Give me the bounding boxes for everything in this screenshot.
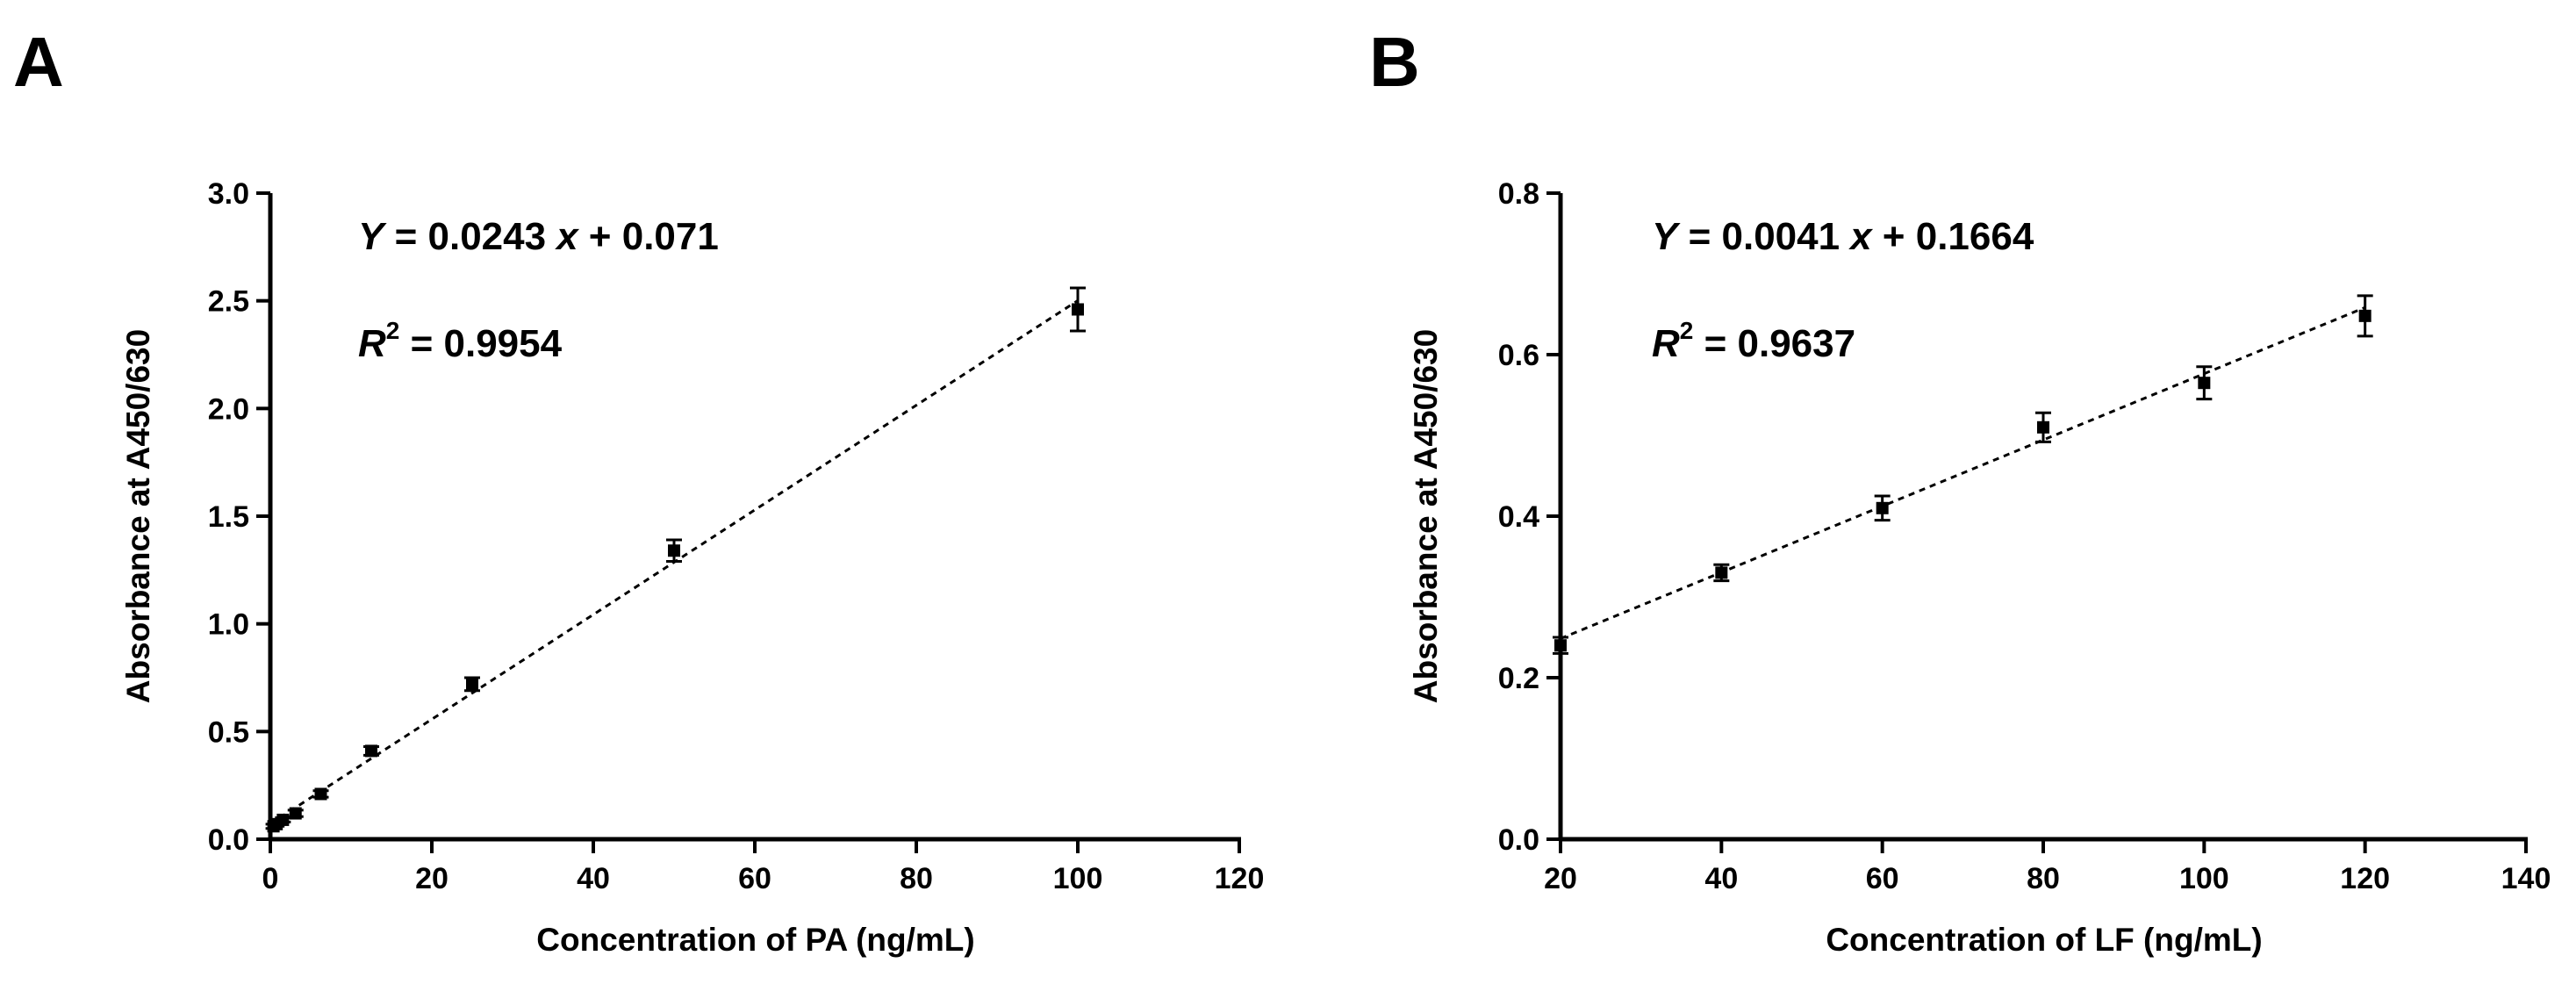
panel-a-data-point	[365, 744, 377, 758]
panel-b-x-tick-label: 20	[1544, 862, 1577, 895]
panel-a-x-tick-label: 100	[1053, 862, 1103, 895]
panel-b-y-tick-label: 0.8	[1498, 177, 1539, 211]
panel-a-r2-value: = 0.9954	[399, 322, 562, 365]
panel-a-y-tick-label: 1.0	[208, 608, 249, 642]
panel-b-r2-value: = 0.9637	[1693, 322, 1855, 365]
panel-a-eq-coef: = 0.0243	[384, 215, 546, 258]
panel-b-data-point	[2037, 420, 2049, 434]
panel-b-tick-labels: 20 40 60 80 100 120 140 0.0 0.2 0.4 0.6 0.8	[1498, 177, 2551, 895]
panel-b-y-tick-label: 0.0	[1498, 823, 1539, 857]
panel-a-x-tick-label: 40	[577, 862, 610, 895]
panel-b-r2-sup: 2	[1680, 317, 1694, 344]
panel-a-y-tick-label: 2.5	[208, 285, 249, 319]
panel-a-data-point	[466, 678, 478, 691]
panel-b-eq-tail: + 0.1664	[1872, 215, 2034, 258]
panel-a-data-point	[1072, 303, 1084, 316]
panel-b-fit	[1560, 305, 2366, 640]
panel-a-r2: R2 = 0.9954	[358, 317, 563, 365]
panel-a-y-tick-label: 1.5	[208, 500, 249, 534]
panel-a-y-tick-label: 0.0	[208, 823, 249, 857]
panel-b-data-point	[2358, 309, 2371, 322]
panel-a-y-tick-label: 3.0	[208, 177, 249, 211]
panel-a-x-tick-label: 60	[738, 862, 771, 895]
panel-a-equation: Y = 0.0243 x + 0.071	[358, 215, 719, 258]
panel-b-data-point	[1876, 501, 1889, 514]
panel-a-x-tick-label: 20	[415, 862, 448, 895]
panel-a-eq-x: x	[555, 215, 579, 258]
panel-a-y-tick-label: 0.5	[208, 715, 249, 749]
panel-b-eq-y: Y	[1652, 215, 1681, 258]
panel-b-eq-coef: = 0.0041	[1677, 215, 1840, 258]
panel-a-label: A	[13, 23, 64, 101]
panel-a-tick-labels: 0 20 40 60 80 100 120 0.0 0.5 1.0 1.5 2.0 2.5 3.0	[208, 177, 1265, 895]
panel-b-x-tick-label: 60	[1866, 862, 1899, 895]
panel-b-eq-x: x	[1848, 215, 1873, 258]
panel-b-x-tick-label: 80	[2027, 862, 2060, 895]
panel-b-r2-r: R	[1652, 322, 1680, 365]
panel-b-data-point	[1715, 566, 1728, 579]
panel-b: B 20 40 60 80 100 120 140 0.0 0.2 0.4 0.6 0.8 Conce…	[1369, 23, 2551, 958]
panel-a: A 0 20 40 60 80 100 120 0.0 0.5 1.0 1.5 2.0 2.5 3.0 C…	[13, 23, 1264, 958]
panel-a-r2-r: R	[358, 322, 386, 365]
panel-a-x-tick-label: 80	[900, 862, 933, 895]
panel-b-label: B	[1369, 23, 1420, 101]
panel-b-fit-line	[1560, 305, 2366, 640]
panel-a-ticks	[256, 191, 1241, 853]
panel-a-eq-y: Y	[358, 215, 387, 258]
panel-b-x-tick-label: 140	[2501, 862, 2551, 895]
panel-a-y-tick-label: 2.0	[208, 392, 249, 426]
panel-a-points	[265, 286, 1086, 833]
panel-a-r2-sup: 2	[386, 317, 400, 344]
panel-b-x-axis-title: Concentration of LF (ng/mL)	[1826, 922, 2262, 958]
panel-b-x-tick-label: 120	[2340, 862, 2390, 895]
panel-b-y-tick-label: 0.4	[1498, 500, 1539, 534]
panel-b-ticks	[1546, 191, 2528, 853]
panel-a-x-tick-label: 120	[1215, 862, 1265, 895]
panel-b-x-tick-label: 40	[1704, 862, 1738, 895]
panel-b-data-point	[2198, 377, 2211, 390]
panel-a-y-axis-title: Absorbance at A450/630	[120, 329, 156, 703]
panel-b-y-axis-title: Absorbance at A450/630	[1408, 329, 1444, 703]
panel-a-eq-tail: + 0.071	[578, 215, 719, 258]
panel-b-y-tick-label: 0.6	[1498, 339, 1539, 372]
panel-a-data-point	[276, 813, 290, 826]
panel-a-data-point	[289, 807, 302, 820]
panel-b-equation: Y = 0.0041 x + 0.1664	[1652, 215, 2034, 258]
panel-b-x-tick-label: 100	[2179, 862, 2229, 895]
panel-a-data-point	[668, 544, 680, 557]
panel-a-x-tick-label: 0	[262, 862, 279, 895]
panel-b-r2: R2 = 0.9637	[1652, 317, 1855, 365]
panel-a-data-point	[314, 787, 327, 801]
panel-b-y-tick-label: 0.2	[1498, 662, 1539, 695]
panel-a-x-axis-title: Concentration of PA (ng/mL)	[536, 922, 974, 958]
